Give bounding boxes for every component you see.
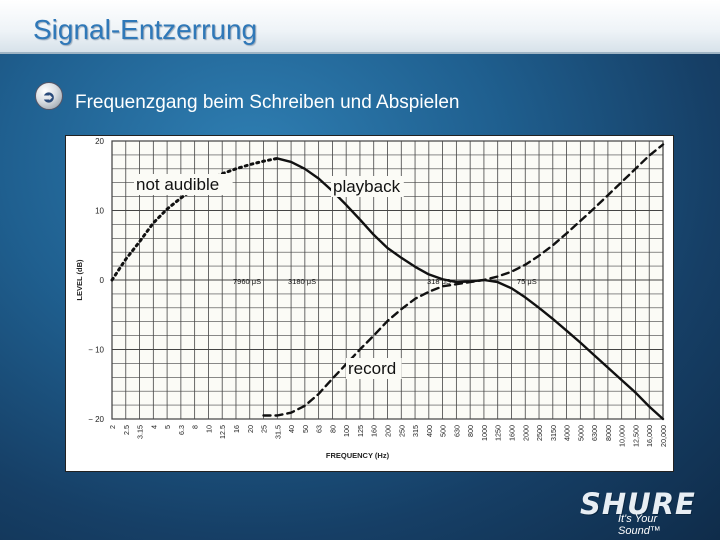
x-tick-label: 200 (384, 425, 393, 437)
x-tick-label: 5000 (576, 425, 585, 441)
brand-tagline: It's Your Sound™ (618, 513, 661, 537)
title-bar: Signal-Entzerrung (0, 0, 720, 54)
chart-annotation: 318 μS (427, 277, 451, 286)
chart-annotation: 7960 μS (233, 277, 261, 286)
x-tick-label: 3.15 (136, 425, 145, 439)
x-tick-label: 31.5 (273, 425, 282, 439)
y-tick-label: 20 (95, 137, 104, 146)
x-tick-label: 10,000 (618, 425, 627, 447)
x-tick-label: 160 (370, 425, 379, 437)
x-tick-label: 20,000 (659, 425, 668, 447)
chart-annotation: not audible (136, 175, 219, 194)
x-tick-label: 4000 (563, 425, 572, 441)
y-axis-label: LEVEL (dB) (75, 259, 84, 301)
x-tick-label: 500 (439, 425, 448, 437)
annotation-backdrop (331, 176, 404, 197)
chart-annotation: 3180 μS (288, 277, 316, 286)
slide-title: Signal-Entzerrung (33, 14, 258, 45)
x-tick-label: 20 (246, 425, 255, 433)
y-tick-label: 0 (100, 276, 105, 285)
y-tick-label: 10 (95, 207, 104, 216)
x-axis-label: FREQUENCY (Hz) (326, 451, 390, 460)
y-tick-label: − 20 (88, 415, 104, 424)
x-tick-label: 80 (328, 425, 337, 433)
x-tick-label: 12.5 (218, 425, 227, 439)
chart-annotation: 75 μS (517, 277, 537, 286)
x-tick-label: 40 (287, 425, 296, 433)
brand-name: SHURE (580, 487, 696, 521)
x-tick-label: 400 (425, 425, 434, 437)
x-tick-label: 3150 (549, 425, 558, 441)
x-tick-label: 1000 (480, 425, 489, 441)
x-tick-label: 16 (232, 425, 241, 433)
x-tick-label: 5 (163, 425, 172, 429)
x-tick-label: 16,000 (645, 425, 654, 447)
x-tick-label: 2.5 (122, 425, 131, 435)
chart-annotation: record (348, 359, 396, 378)
x-tick-label: 6300 (590, 425, 599, 441)
x-tick-label: 8 (191, 425, 200, 429)
chart-annotation: playback (333, 177, 401, 196)
x-tick-label: 250 (397, 425, 406, 437)
x-tick-label: 4 (149, 425, 158, 429)
x-tick-label: 2000 (521, 425, 530, 441)
x-tick-label: 8000 (604, 425, 613, 441)
annotation-backdrop (134, 174, 233, 195)
x-tick-label: 10 (204, 425, 213, 433)
x-tick-label: 50 (301, 425, 310, 433)
x-tick-label: 25 (260, 425, 269, 433)
x-tick-label: 630 (452, 425, 461, 437)
bullet-text: Frequenzgang beim Schreiben und Abspiele… (75, 92, 460, 113)
y-tick-label: − 10 (88, 346, 104, 355)
x-tick-label: 315 (411, 425, 420, 437)
x-tick-label: 125 (356, 425, 365, 437)
frequency-response-chart: 20 10 0− 10− 20 2 2.5 3.15 4 5 6.3 8 10 12.5 16 20 25 3… (65, 135, 674, 472)
x-tick-label: 1600 (507, 425, 516, 441)
x-tick-label: 6.3 (177, 425, 186, 435)
annotation-backdrop (346, 358, 402, 379)
x-tick-label: 100 (342, 425, 351, 437)
x-tick-label: 2500 (535, 425, 544, 441)
x-tick-label: 63 (315, 425, 324, 433)
series-line-record (262, 143, 665, 417)
bullet-arrow-icon: ➲ (35, 82, 63, 110)
x-tick-label: 2 (108, 425, 117, 429)
brand-logo: SHURE It's Your Sound™ (580, 487, 700, 537)
x-tick-label: 1250 (494, 425, 503, 441)
x-tick-label: 800 (466, 425, 475, 437)
x-tick-label: 12,500 (631, 425, 640, 447)
